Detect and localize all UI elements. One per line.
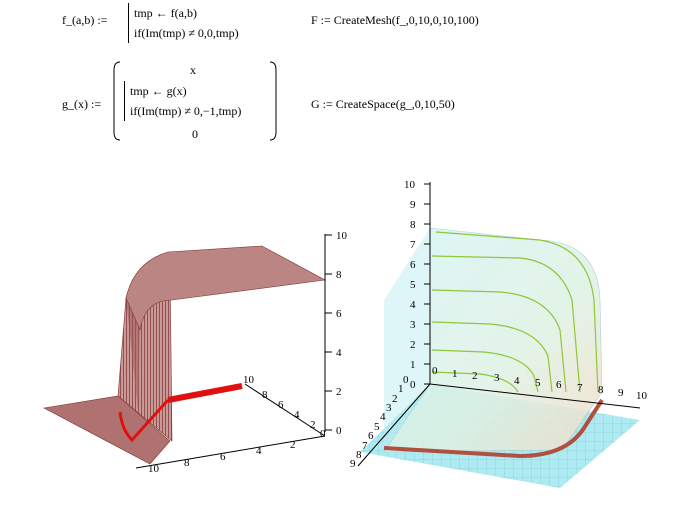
right-x-tick-2: 2 — [472, 370, 478, 382]
right-x-tick-7: 7 — [577, 382, 583, 394]
left-y-tick-6: 6 — [278, 399, 284, 411]
matrix-brackets — [113, 61, 277, 141]
g-program-line-1: tmp ← g(x) — [130, 84, 187, 98]
left-y-tick-4: 4 — [294, 409, 300, 421]
right-z-tick-6: 6 — [410, 259, 416, 271]
right-y-tick-1: 1 — [398, 383, 404, 395]
g-program-line-2: if(Im(tmp) ≠ 0,−1,tmp) — [130, 104, 242, 118]
right-surface — [383, 227, 603, 453]
left-x-tick-6: 6 — [220, 451, 226, 463]
left-x-tick-10: 10 — [148, 463, 160, 475]
right-z-tick-5: 5 — [410, 279, 416, 291]
right-surface-side — [384, 228, 430, 452]
right-x-tick-8: 8 — [598, 384, 604, 396]
right-x-axis — [429, 383, 641, 409]
left-red-curve-bend — [118, 398, 170, 443]
left-x-tick-4: 4 — [256, 445, 262, 457]
g-vector-top: x — [190, 63, 196, 77]
f-program-line-2: if(Im(tmp) ≠ 0,0,tmp) — [134, 26, 239, 40]
right-z-tick-10: 10 — [404, 179, 416, 191]
right-base-curve — [383, 398, 604, 459]
right-y-tick-5: 5 — [374, 421, 380, 433]
left-y-tick-8: 8 — [262, 389, 268, 401]
f-program-line-1: tmp ← f(a,b) — [134, 6, 197, 20]
left-surface-top — [125, 245, 326, 332]
f-definition-lhs[interactable]: f_(a,b) := — [62, 13, 108, 27]
right-x-tick-1: 1 — [452, 368, 458, 380]
left-z-tick-2: 2 — [336, 386, 342, 398]
right-contour-lines — [431, 231, 599, 393]
right-y-tick-8: 8 — [356, 449, 362, 461]
right-y-tick-6: 6 — [368, 430, 374, 442]
left-y-tick-10: 10 — [243, 374, 255, 386]
left-z-tick-0: 0 — [336, 425, 342, 437]
right-x-tick-5: 5 — [535, 377, 541, 389]
right-x-tick-10: 10 — [636, 390, 648, 402]
left-x-axis — [135, 435, 326, 469]
right-x-tick-6: 6 — [556, 379, 562, 391]
right-x-tick-0: 0 — [432, 365, 438, 377]
g-definition-lhs[interactable]: g_(x) := — [62, 97, 102, 111]
right-y-tick-9: 9 — [350, 458, 356, 470]
g-vector-bottom: 0 — [192, 127, 198, 141]
left-y-tick-0: 0 — [320, 428, 326, 440]
left-z-tick-6: 6 — [336, 308, 342, 320]
g-vector-matrix[interactable]: x tmp ← g(x) if(Im(tmp) ≠ 0,−1,tmp) 0 — [112, 60, 278, 142]
left-y-ticks: 10 8 6 4 2 0 — [243, 374, 326, 440]
G-createspace-expression[interactable]: G := CreateSpace(g_,0,10,50) — [311, 97, 455, 111]
F-createmesh-expression[interactable]: F := CreateMesh(f_,0,10,0,10,100) — [311, 13, 479, 27]
left-x-tick-8: 8 — [184, 457, 190, 469]
left-surface-floor — [43, 395, 171, 465]
right-y-tick-4: 4 — [380, 411, 386, 423]
left-z-tick-8: 8 — [336, 269, 342, 281]
right-y-tick-3: 3 — [386, 402, 392, 414]
right-z-tick-0: 0 — [410, 379, 416, 391]
left-z-ticks: 10 8 6 4 2 0 — [325, 230, 348, 437]
right-z-tick-8: 8 — [410, 219, 416, 231]
right-y-axis — [357, 383, 431, 467]
left-x-ticks: 10 8 6 4 2 — [148, 439, 296, 475]
right-z-tick-4: 4 — [410, 299, 416, 311]
right-y-tick-2: 2 — [392, 393, 398, 405]
right-z-tick-3: 3 — [410, 319, 416, 331]
right-y-tick-0: 0 — [403, 374, 409, 386]
f-program-block[interactable]: tmp ← f(a,b) if(Im(tmp) ≠ 0,0,tmp) — [128, 3, 239, 43]
right-z-tick-7: 7 — [410, 239, 416, 251]
left-z-tick-4: 4 — [336, 347, 342, 359]
right-x-ticks: 0 1 2 3 4 5 6 7 8 9 10 — [432, 365, 648, 402]
left-z-tick-10: 10 — [336, 230, 348, 242]
right-x-tick-3: 3 — [494, 372, 500, 384]
left-x-tick-2: 2 — [290, 439, 296, 451]
right-x-tick-4: 4 — [514, 375, 520, 387]
right-x-tick-9: 9 — [618, 387, 624, 399]
left-red-curve — [167, 383, 243, 403]
right-y-ticks: 0 1 2 3 4 5 6 7 8 9 — [350, 374, 409, 470]
right-z-tick-2: 2 — [410, 339, 416, 351]
right-z-tick-1: 1 — [410, 359, 416, 371]
left-y-tick-2: 2 — [310, 419, 316, 431]
right-z-tick-9: 9 — [410, 199, 416, 211]
right-z-ticks: 10 9 8 7 6 5 4 3 2 1 0 — [404, 179, 430, 391]
right-y-tick-7: 7 — [362, 440, 368, 452]
left-y-axis — [244, 383, 326, 437]
g-program-block: tmp ← g(x) if(Im(tmp) ≠ 0,−1,tmp) — [124, 81, 241, 121]
